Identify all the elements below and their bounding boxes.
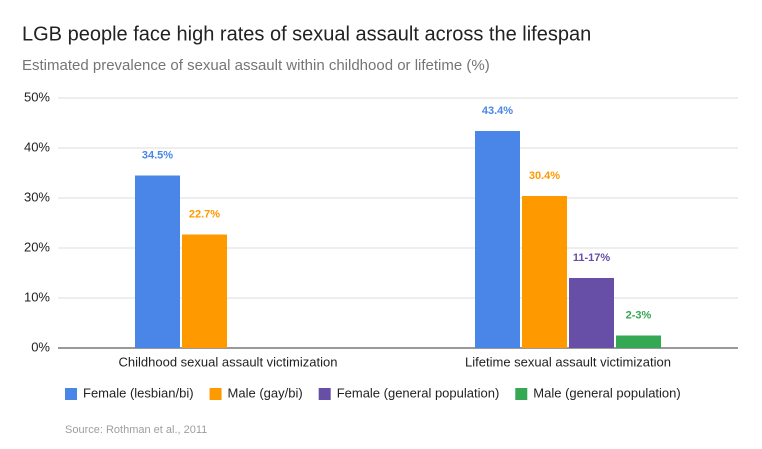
source-note: Source: Rothman et al., 2011 — [65, 424, 207, 436]
data-label: 34.5% — [142, 149, 173, 161]
legend-label: Female (general population) — [337, 385, 500, 400]
y-tick-label: 30% — [24, 189, 50, 204]
bar — [616, 335, 661, 348]
y-tick-label: 0% — [31, 339, 50, 354]
legend-label: Male (gay/bi) — [228, 385, 303, 400]
legend-swatch — [515, 388, 528, 400]
chart-subtitle: Estimated prevalence of sexual assault w… — [22, 57, 490, 74]
bar — [182, 234, 227, 348]
y-tick-label: 50% — [24, 89, 50, 104]
x-tick-label: Childhood sexual assault victimization — [119, 354, 338, 369]
legend-swatch — [318, 388, 331, 400]
chart-title: LGB people face high rates of sexual ass… — [22, 23, 591, 45]
legend-swatch — [209, 388, 222, 400]
y-tick-label: 20% — [24, 239, 50, 254]
bar — [135, 175, 180, 348]
legend-swatch — [65, 388, 77, 400]
data-label: 22.7% — [189, 208, 220, 220]
bar — [569, 278, 614, 348]
legend-label: Female (lesbian/bi) — [83, 385, 194, 400]
data-label: 2-3% — [626, 309, 652, 321]
data-label: 30.4% — [529, 170, 560, 182]
data-label: 43.4% — [482, 105, 513, 117]
y-tick-label: 10% — [24, 289, 50, 304]
x-tick-label: Lifetime sexual assault victimization — [465, 354, 671, 369]
bar — [475, 131, 520, 348]
data-label: 11-17% — [573, 252, 611, 264]
bar — [522, 196, 567, 348]
y-tick-label: 40% — [24, 139, 50, 154]
legend-label: Male (general population) — [533, 385, 680, 400]
